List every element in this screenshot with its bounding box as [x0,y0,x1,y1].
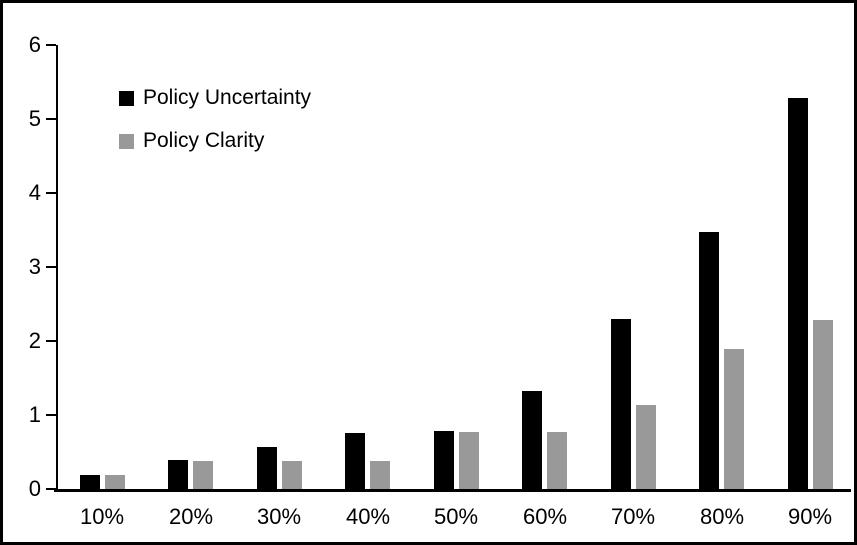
x-tick-label: 30% [256,504,302,529]
y-axis-tick [46,44,56,46]
x-tick-label: 80% [699,504,745,529]
y-tick-label: 6 [28,32,41,57]
bar-policy-clarity-90% [813,320,833,489]
bar-policy-clarity-30% [282,461,302,489]
bar-policy-uncertainty-30% [257,447,277,489]
bar-policy-uncertainty-40% [345,433,365,489]
y-axis-tick [46,118,56,120]
y-axis-tick [46,414,56,416]
x-axis-line [54,489,851,492]
bar-policy-uncertainty-60% [522,391,542,489]
x-tick-label: 40% [345,504,391,529]
x-tick-label: 50% [433,504,479,529]
bar-policy-clarity-70% [636,405,656,489]
x-tick-label: 60% [522,504,568,529]
bar-policy-uncertainty-70% [611,319,631,489]
legend: Policy Uncertainty Policy Clarity [119,86,312,152]
legend-swatch-policy-clarity-icon [119,133,134,149]
legend-label-policy-uncertainty: Policy Uncertainty [143,86,312,109]
bar-policy-clarity-80% [724,349,744,489]
legend-swatch-policy-uncertainty-icon [119,90,134,106]
y-axis-line [56,45,58,492]
legend-item-policy-clarity: Policy Clarity [119,129,311,152]
bar-policy-clarity-20% [193,461,213,489]
x-tick-label: 10% [79,504,125,529]
bar-policy-uncertainty-80% [699,232,719,489]
y-tick-label: 3 [28,254,41,279]
bar-policy-uncertainty-20% [168,460,188,489]
y-axis-tick [46,340,56,342]
bar-policy-uncertainty-10% [80,475,100,489]
y-tick-label: 1 [28,402,41,427]
y-tick-label: 4 [28,180,41,205]
legend-label-policy-clarity: Policy Clarity [143,129,265,152]
x-tick-label: 70% [610,504,656,529]
bar-policy-clarity-10% [105,475,125,489]
bar-policy-uncertainty-50% [434,431,454,489]
y-axis-tick [46,192,56,194]
x-tick-label: 90% [787,504,833,529]
legend-item-policy-uncertainty: Policy Uncertainty [119,86,312,109]
bar-policy-clarity-60% [547,432,567,489]
bar-policy-uncertainty-90% [788,98,808,489]
bar-policy-clarity-50% [459,432,479,489]
x-tick-label: 20% [168,504,214,529]
y-axis-tick [46,266,56,268]
y-axis-tick [46,488,56,490]
bar-policy-clarity-40% [370,461,390,489]
y-tick-label: 0 [28,476,41,501]
y-tick-label: 5 [28,106,41,131]
y-tick-label: 2 [28,328,41,353]
